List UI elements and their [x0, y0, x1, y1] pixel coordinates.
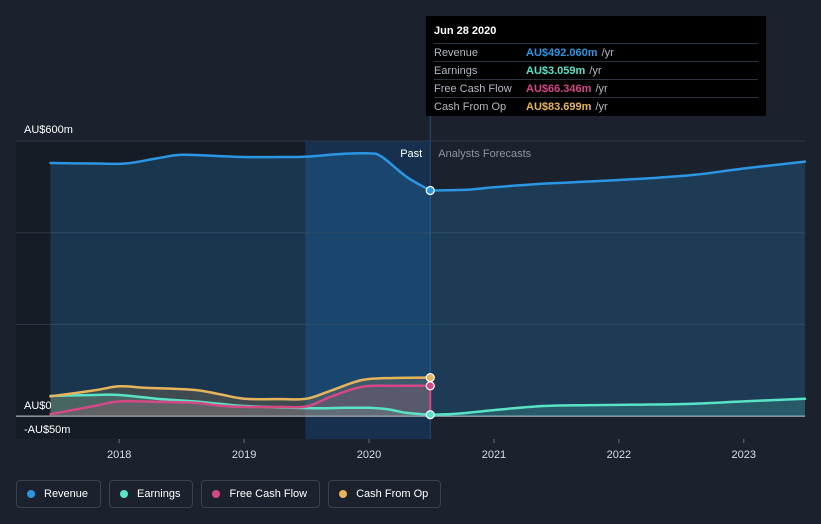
series-line-past: [49, 384, 432, 416]
series-area: [50, 394, 805, 417]
tooltip-value: AU$83.699m: [526, 100, 592, 113]
tooltip-row-earnings: Earnings AU$3.059m /yr: [434, 61, 758, 79]
legend-dot-icon: [212, 490, 221, 498]
legend-dot-icon: [339, 490, 348, 498]
legend-item-free-cash-flow[interactable]: Free Cash Flow: [201, 480, 321, 508]
x-axis-label: 2018: [107, 449, 131, 461]
tooltip: Jun 28 2020 Revenue AU$492.060m /yr Earn…: [426, 16, 766, 116]
tooltip-unit: /yr: [595, 82, 608, 95]
tooltip-date: Jun 28 2020: [434, 25, 497, 37]
legend-label: Cash From Op: [356, 488, 429, 500]
tooltip-unit: /yr: [601, 46, 614, 59]
legend-dot-icon: [27, 490, 35, 498]
tooltip-value: AU$66.346m: [526, 82, 592, 95]
legend-label: Revenue: [44, 488, 89, 500]
tooltip-label: Earnings: [434, 64, 478, 77]
tooltip-value: AU$3.059m: [526, 64, 586, 77]
legend-item-earnings[interactable]: Earnings: [109, 480, 194, 508]
past-label: Past: [400, 148, 422, 160]
legend: Revenue Earnings Free Cash Flow Cash Fro…: [16, 480, 442, 508]
y-axis-label: AU$0: [24, 400, 52, 412]
last-year-highlight: [305, 141, 431, 439]
tooltip-label: Free Cash Flow: [434, 82, 512, 95]
tooltip-label: Revenue: [434, 46, 479, 59]
series-line-past: [49, 376, 432, 401]
highlight-point: [425, 381, 435, 391]
series-area: [50, 153, 805, 417]
forecast-label: Analysts Forecasts: [438, 148, 531, 160]
y-axis-label: -AU$50m: [24, 424, 70, 436]
highlight-point: [425, 410, 435, 420]
highlight-point: [425, 185, 435, 196]
series-line-forecast: [428, 397, 807, 416]
tooltip-row-cash-from-op: Cash From Op AU$83.699m /yr: [434, 97, 758, 115]
x-axis-label: 2022: [607, 449, 631, 461]
y-axis-label: AU$600m: [24, 124, 73, 136]
tooltip-value: AU$492.060m: [526, 46, 598, 59]
legend-dot-icon: [120, 490, 129, 498]
tooltip-label: Cash From Op: [434, 100, 507, 113]
tooltip-row-free-cash-flow: Free Cash Flow AU$66.346m /yr: [434, 79, 758, 97]
highlight-point: [425, 372, 435, 383]
x-axis-label: 2020: [357, 449, 381, 461]
tooltip-unit: /yr: [595, 100, 608, 113]
legend-item-cash-from-op[interactable]: Cash From Op: [328, 480, 442, 508]
tooltip-row-revenue: Revenue AU$492.060m /yr: [434, 43, 758, 61]
legend-item-revenue[interactable]: Revenue: [16, 480, 102, 508]
x-axis-label: 2023: [732, 449, 756, 461]
legend-label: Earnings: [137, 488, 181, 500]
legend-label: Free Cash Flow: [229, 488, 308, 500]
series-area: [50, 377, 431, 417]
x-axis-label: 2021: [482, 449, 506, 461]
series-line-past: [49, 151, 432, 192]
series-line-forecast: [428, 160, 807, 192]
tooltip-unit: /yr: [589, 64, 602, 77]
x-axis-label: 2019: [232, 449, 256, 461]
